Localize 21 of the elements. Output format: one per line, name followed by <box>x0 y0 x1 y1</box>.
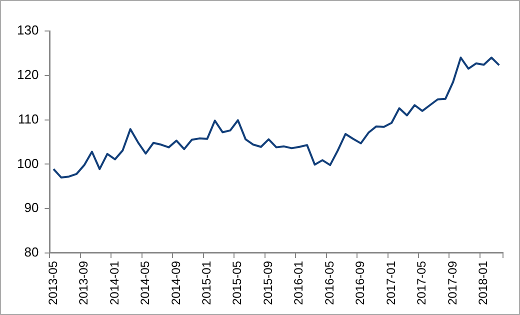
y-tick-label: 120 <box>16 66 39 82</box>
x-tick-label: 2015-01 <box>200 260 214 306</box>
y-tick-label: 100 <box>16 156 39 171</box>
y-tick-label: 90 <box>24 200 39 216</box>
y-tick-label: 80 <box>24 244 39 260</box>
x-tick-label: 2013-05 <box>46 260 60 306</box>
y-tick-label: 130 <box>16 22 39 38</box>
x-tick-label: 2016-01 <box>292 260 306 306</box>
x-tick-label: 2016-05 <box>322 260 336 306</box>
x-tick-label: 2017-01 <box>384 260 398 306</box>
x-tick-label: 2013-09 <box>76 260 91 306</box>
x-tick-label: 2014-09 <box>168 260 183 306</box>
x-tick-label: 2017-09 <box>445 260 460 306</box>
x-tick-label: 2015-05 <box>230 260 244 306</box>
x-tick-label: 2017-05 <box>414 260 429 306</box>
x-tick-label: 2014-01 <box>107 260 122 306</box>
y-tick-label: 110 <box>18 111 39 126</box>
x-tick-label: 2018-01 <box>476 260 490 306</box>
x-tick-label: 2014-05 <box>138 260 152 306</box>
x-tick-label: 2015-09 <box>260 260 275 306</box>
x-tick-label: 2016-09 <box>353 260 368 306</box>
